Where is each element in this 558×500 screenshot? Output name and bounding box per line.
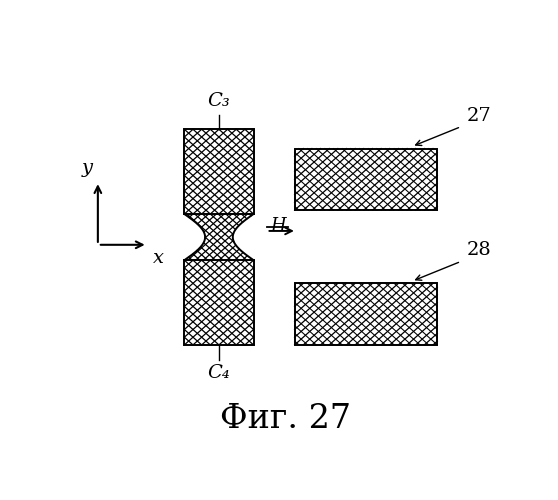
Text: C₃: C₃ xyxy=(208,92,230,110)
Text: y: y xyxy=(81,160,93,178)
Text: x: x xyxy=(153,248,164,266)
Text: C₄: C₄ xyxy=(208,364,230,382)
Text: 27: 27 xyxy=(466,106,491,124)
Text: 28: 28 xyxy=(466,242,491,260)
Text: Фиг. 27: Фиг. 27 xyxy=(220,404,352,436)
Text: H: H xyxy=(270,217,286,235)
